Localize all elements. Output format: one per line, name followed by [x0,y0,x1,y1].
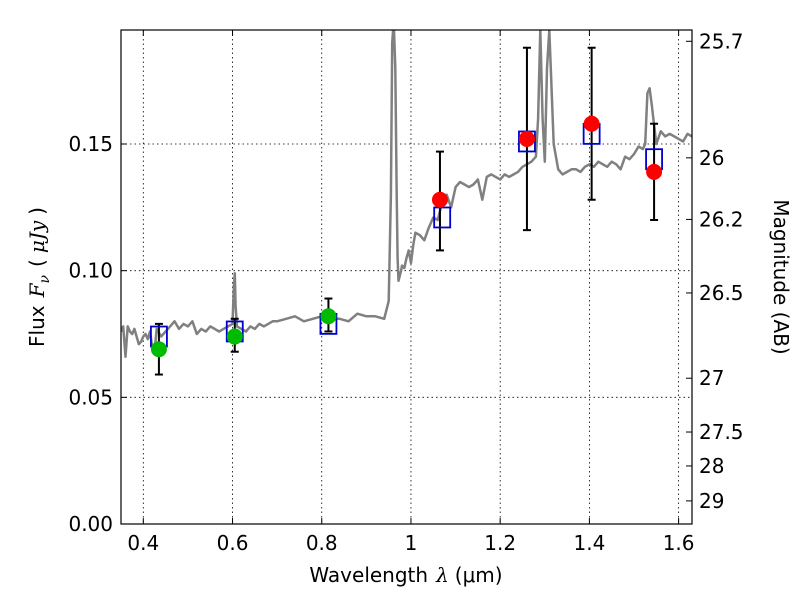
mag-tick-label: 26.2 [699,207,744,231]
observed-point [150,341,167,358]
observed-points [150,115,663,358]
y-tick-label: 0.00 [68,512,113,536]
observed-point [320,308,337,325]
mag-tick-label: 25.7 [699,29,744,53]
observed-point [431,191,448,208]
template-spectrum-line [121,30,692,359]
grid [121,30,692,524]
x-axis: 0.4 0.6 0.8 1 1.2 1.4 1.6 [127,30,695,555]
x-tick-label: 0.6 [217,531,249,555]
y-axis-title: FluxFν(μJy) [25,207,53,347]
mag-tick-label: 26.5 [699,281,744,305]
x-tick-label: 0.4 [127,531,159,555]
mag-tick-label: 27 [699,366,724,390]
x-tick-label: 0.8 [306,531,338,555]
model-box [433,206,452,229]
mag-tick-label: 29 [699,489,724,513]
plot-frame [120,29,693,525]
y-tick-label: 0.05 [68,385,113,409]
x-tick-label: 1.4 [573,531,605,555]
observed-point [646,163,663,180]
observed-point [518,130,535,147]
mag-tick-label: 28 [699,454,724,478]
y-axis-left: 0.00 0.05 0.10 0.15 [68,132,127,536]
y-tick-label: 0.15 [68,132,113,156]
mag-tick-label: 26 [699,146,724,170]
x-tick-label: 1.6 [663,531,695,555]
x-tick-label: 1 [405,531,418,555]
y-tick-label: 0.10 [68,259,113,283]
x-axis-title: Wavelength λ (μm) [309,563,502,587]
y-axis-right-title: Magnitude (AB) [769,199,793,354]
mag-tick-label: 27.5 [699,420,744,444]
observed-point [583,115,600,132]
y-axis-right: 25.7 26 26.2 26.5 27 27.5 28 29 [686,29,744,513]
x-tick-label: 1.2 [484,531,516,555]
model-photometry-boxes [150,122,663,348]
observed-point [226,328,243,345]
